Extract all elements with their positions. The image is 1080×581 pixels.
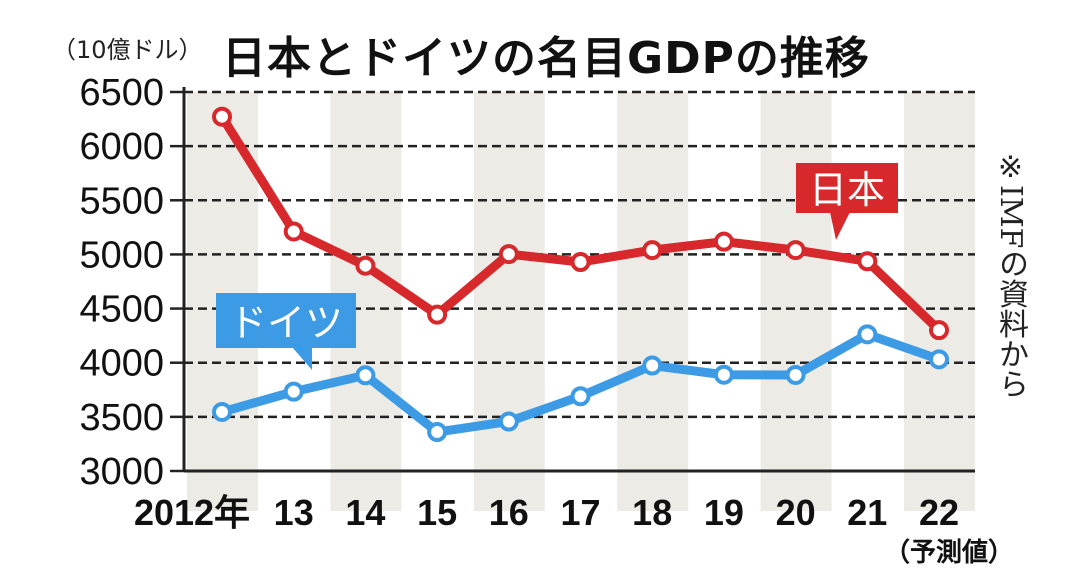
- japan-callout-pointer: [830, 212, 850, 240]
- x-tick-label: 22: [919, 492, 959, 533]
- germany-callout-label: ドイツ: [229, 301, 343, 345]
- japan-callout: [796, 163, 898, 213]
- data-point: [570, 252, 591, 273]
- y-tick-label: 3000: [79, 451, 164, 493]
- data-point: [355, 365, 376, 386]
- data-point: [713, 364, 734, 385]
- x-tick-label: 14: [345, 492, 385, 533]
- column-band: [760, 92, 832, 511]
- japan-callout-label: 日本: [809, 168, 885, 212]
- x-tick-label: 17: [560, 492, 600, 533]
- data-point: [283, 221, 304, 242]
- x-tick-label: 2012年: [134, 492, 250, 533]
- data-point: [857, 324, 878, 345]
- column-band: [617, 92, 689, 511]
- data-point: [713, 231, 734, 252]
- y-tick-label: 6000: [79, 126, 164, 168]
- y-tick-label: 6500: [79, 72, 164, 114]
- source-note: ※IMFの資料から: [993, 150, 1028, 399]
- y-tick-label: 4500: [79, 289, 164, 331]
- x-tick-label: 19: [704, 492, 744, 533]
- y-tick-label: 5500: [79, 180, 164, 222]
- column-band: [473, 92, 545, 511]
- data-point: [642, 355, 663, 376]
- data-point: [785, 364, 806, 385]
- germany-callout: [216, 293, 356, 348]
- y-tick-label: 5000: [79, 234, 164, 276]
- data-point: [427, 422, 448, 443]
- data-point: [355, 255, 376, 276]
- data-point: [929, 349, 949, 370]
- data-point: [929, 320, 949, 341]
- data-point: [785, 240, 806, 261]
- data-point: [498, 244, 519, 265]
- x-tick-label: 21: [847, 492, 887, 533]
- x-tick-label: 13: [274, 492, 314, 533]
- x-tick-label: 18: [632, 492, 672, 533]
- data-point: [498, 411, 519, 432]
- x-tick-label: 20: [776, 492, 816, 533]
- data-point: [570, 386, 591, 407]
- data-point: [283, 381, 304, 402]
- forecast-note: （予測値）: [884, 538, 1015, 568]
- y-axis-unit-label: （10億ドル）: [52, 36, 203, 64]
- germany-callout-pointer: [292, 347, 312, 370]
- data-point: [212, 106, 232, 127]
- data-point: [857, 251, 878, 272]
- data-point: [642, 240, 663, 261]
- column-band: [904, 92, 975, 511]
- x-tick-label: 16: [489, 492, 529, 533]
- data-point: [212, 401, 232, 422]
- data-point: [427, 304, 448, 325]
- y-tick-label: 4000: [79, 343, 164, 385]
- x-tick-label: 15: [417, 492, 457, 533]
- y-tick-label: 3500: [79, 397, 164, 439]
- chart-title: 日本とドイツの名目GDPの推移: [222, 33, 870, 84]
